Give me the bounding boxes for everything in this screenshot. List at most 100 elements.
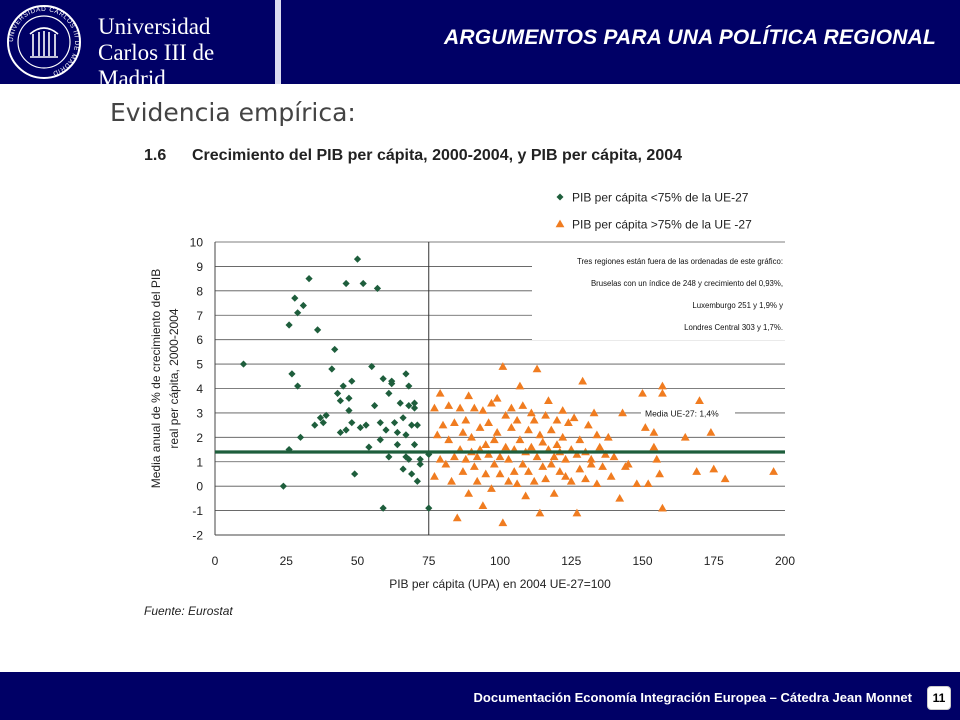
data-point-high	[581, 474, 590, 483]
data-point-high	[541, 474, 550, 483]
data-point-high	[432, 430, 442, 439]
header-bar	[0, 0, 960, 84]
data-point-high	[575, 435, 585, 444]
x-axis-label: PIB per cápita (UPA) en 2004 UE-27=100	[389, 577, 611, 591]
mean-label-background	[641, 404, 735, 419]
data-point-high	[430, 403, 439, 412]
data-point-low	[305, 275, 313, 283]
data-point-high	[504, 476, 513, 485]
data-point-low	[393, 428, 401, 437]
data-point-high	[438, 420, 448, 429]
data-point-high	[487, 484, 496, 492]
y-tick-label: 0	[196, 480, 203, 494]
data-point-high	[598, 462, 607, 470]
page-number: 11	[927, 686, 951, 710]
y-tick-label: -2	[192, 529, 203, 543]
data-point-low	[368, 362, 376, 371]
data-point-high	[435, 454, 445, 463]
data-point-low	[396, 399, 404, 407]
data-point-high	[695, 396, 704, 405]
data-point-high	[541, 410, 550, 419]
data-point-low	[336, 428, 344, 437]
data-point-low	[345, 406, 353, 415]
university-logo: UNIVERSIDAD CARLOS III DE MADRID Univers…	[0, 0, 275, 91]
data-point-high	[532, 452, 542, 461]
data-point-high	[658, 388, 667, 397]
data-point-high	[484, 450, 493, 458]
data-point-high	[518, 401, 528, 409]
data-point-low	[351, 470, 359, 478]
data-point-high	[507, 423, 516, 431]
data-point-high	[680, 432, 690, 441]
section-title: Evidencia empírica:	[110, 98, 356, 127]
data-point-high	[558, 432, 568, 441]
data-point-low	[405, 382, 413, 390]
data-point-low	[402, 453, 410, 461]
legend-marker-low	[556, 193, 564, 201]
data-point-high	[578, 376, 588, 385]
data-point-high	[709, 464, 719, 473]
data-point-high	[450, 452, 459, 461]
y-tick-label: 5	[196, 358, 203, 372]
y-tick-label: 10	[190, 236, 204, 250]
university-name-line1: Universidad	[98, 14, 211, 39]
data-point-high	[529, 476, 539, 485]
figure-title: Crecimiento del PIB per cápita, 2000-200…	[192, 147, 683, 164]
data-point-high	[492, 428, 502, 436]
data-point-low	[373, 284, 382, 292]
data-point-high	[638, 388, 647, 397]
y-tick-label: 1	[196, 455, 203, 469]
data-point-high	[632, 479, 642, 488]
data-point-low	[339, 382, 347, 390]
data-point-low	[425, 504, 433, 512]
data-point-high	[692, 467, 702, 475]
data-point-high	[495, 469, 505, 478]
data-point-low	[345, 394, 353, 402]
data-point-low	[359, 279, 367, 288]
data-point-high	[564, 418, 573, 426]
data-point-high	[441, 459, 451, 468]
data-point-low	[402, 431, 410, 439]
data-point-low	[371, 401, 379, 410]
data-point-high	[492, 393, 502, 402]
data-point-high	[509, 467, 519, 475]
footer-text: Documentación Economía Integración Europ…	[473, 690, 912, 705]
data-point-low	[393, 441, 401, 449]
data-point-low	[333, 389, 342, 397]
data-point-high	[549, 452, 559, 461]
data-point-high	[615, 493, 625, 502]
university-seal-icon: UNIVERSIDAD CARLOS III DE MADRID	[7, 5, 81, 79]
annotation-note-line: Londres Central 303 y 1,7%.	[684, 323, 783, 332]
data-point-high	[450, 418, 459, 426]
data-point-high	[586, 459, 596, 468]
data-point-low	[288, 370, 296, 378]
data-point-high	[495, 452, 505, 461]
data-point-high	[566, 476, 576, 485]
data-point-low	[291, 294, 299, 302]
data-point-high	[546, 459, 556, 468]
data-point-low	[314, 326, 322, 334]
data-point-low	[390, 419, 399, 427]
data-point-low	[408, 470, 416, 478]
y-tick-label: 2	[196, 431, 203, 445]
data-point-low	[410, 404, 419, 412]
data-point-high	[430, 472, 439, 480]
data-point-low	[353, 255, 362, 263]
data-point-low	[279, 482, 287, 490]
data-point-high	[458, 428, 468, 436]
y-tick-label: 8	[196, 284, 203, 298]
data-point-high	[561, 472, 570, 480]
x-tick-label: 100	[490, 554, 510, 568]
data-point-high	[478, 501, 488, 509]
data-point-high	[546, 425, 556, 434]
data-point-low	[348, 419, 356, 427]
data-point-high	[640, 423, 650, 431]
data-point-high	[526, 442, 536, 451]
university-name-line2: Carlos III de Madrid	[98, 40, 215, 91]
data-point-low	[385, 453, 393, 461]
data-point-high	[512, 479, 522, 488]
data-point-high	[498, 362, 508, 370]
data-point-low	[385, 389, 393, 397]
data-point-low	[296, 433, 305, 441]
data-point-low	[342, 426, 350, 434]
